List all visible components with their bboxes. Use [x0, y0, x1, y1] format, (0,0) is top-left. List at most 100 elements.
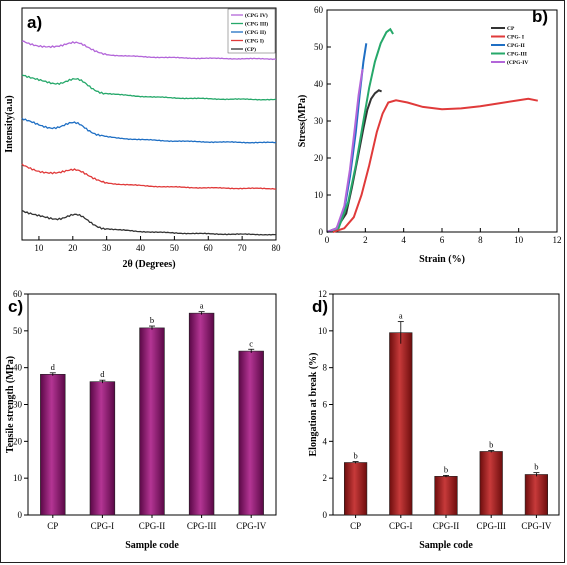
bar: [389, 332, 413, 516]
y-tick-label: 4: [323, 436, 328, 446]
bar: [188, 312, 215, 516]
significance-letter: d: [51, 362, 56, 372]
significance-letter: a: [200, 301, 204, 311]
y-axis-title: Intensity(a.u): [4, 95, 15, 153]
y-tick-label: 60: [13, 289, 23, 299]
y-tick-label: 20: [314, 153, 324, 163]
legend-entry: (CPG III): [245, 21, 268, 28]
panel-c: d CP d CPG-I b CPG-II a CPG-III c CPG-IV 0 10 20 30 40…: [5, 289, 277, 551]
panel-label: d): [312, 297, 328, 316]
significance-letter: a: [399, 311, 403, 321]
legend-entry: CPG- I: [507, 35, 524, 41]
y-tick-label: 60: [314, 5, 324, 15]
x-tick-label: 30: [102, 243, 112, 253]
category-label: CPG-III: [476, 521, 506, 531]
x-tick-label: 0: [325, 235, 330, 245]
category-label: CPG-II: [139, 521, 166, 531]
legend-entry: CP: [507, 26, 515, 32]
bar: [89, 381, 116, 516]
x-tick-label: 2: [363, 235, 368, 245]
y-tick-label: 12: [318, 289, 327, 299]
legend-entry: (CPG II): [245, 29, 266, 36]
significance-letter: b: [534, 462, 538, 472]
panel-label: a): [27, 13, 42, 32]
category-label: CPG-I: [389, 521, 413, 531]
panel-b: 0 2 4 6 8 10 12 0 10 20 30 40 50 60 Strain (%) Stress(M…: [297, 5, 562, 265]
y-tick-label: 10: [13, 473, 23, 483]
category-label: CPG-IV: [521, 521, 552, 531]
xrd-series-line: [21, 209, 276, 236]
bar: [434, 476, 458, 516]
significance-letter: c: [249, 338, 253, 348]
y-tick-label: 2: [323, 473, 328, 483]
bar: [524, 474, 548, 516]
y-tick-label: 40: [314, 79, 324, 89]
legend-entry: CPG-II: [507, 43, 525, 49]
category-label: CP: [350, 521, 361, 531]
y-axis-title: Elongation at break (%): [308, 353, 319, 457]
y-tick-label: 50: [13, 326, 23, 336]
significance-letter: b: [489, 440, 493, 450]
legend-entry: (CPG-IV: [507, 59, 528, 66]
y-tick-label: 0: [319, 227, 324, 237]
x-tick-label: 10: [514, 235, 524, 245]
legend-entry: (CP): [245, 46, 256, 53]
y-tick-label: 30: [314, 116, 324, 126]
y-tick-label: 40: [13, 363, 23, 373]
x-tick-label: 20: [68, 243, 78, 253]
y-tick-label: 20: [13, 436, 23, 446]
y-tick-label: 0: [18, 510, 23, 520]
x-tick-label: 70: [238, 243, 248, 253]
x-tick-label: 40: [136, 243, 146, 253]
x-axis-title: Strain (%): [419, 254, 465, 265]
x-tick-label: 8: [478, 235, 483, 245]
y-tick-label: 0: [323, 510, 328, 520]
significance-letter: b: [444, 464, 448, 474]
x-tick-label: 12: [553, 235, 562, 245]
x-axis-title: 2θ (Degrees): [122, 259, 175, 270]
category-label: CPG-III: [187, 521, 217, 531]
y-tick-label: 30: [13, 400, 23, 410]
y-tick-label: 50: [314, 42, 324, 52]
xrd-series-line: [21, 163, 277, 190]
legend-box: [227, 8, 276, 54]
xrd-series-line: [21, 40, 277, 61]
stress-strain-line: [326, 69, 364, 233]
x-tick-label: 4: [401, 235, 406, 245]
xrd-series-line: [21, 74, 277, 101]
x-tick-label: 60: [204, 243, 214, 253]
category-label: CP: [47, 521, 58, 531]
stress-strain-line: [326, 89, 382, 233]
significance-letter: d: [100, 369, 105, 379]
bar: [238, 350, 264, 516]
y-tick-label: 8: [323, 363, 328, 373]
panel-label: c): [8, 297, 23, 316]
stress-strain-line: [332, 97, 538, 233]
y-tick-label: 6: [323, 400, 328, 410]
bar: [479, 451, 503, 516]
x-axis-title: Sample code: [419, 540, 473, 551]
category-label: CPG-II: [433, 521, 460, 531]
y-tick-label: 10: [318, 326, 328, 336]
y-tick-label: 10: [314, 190, 324, 200]
xrd-plot-area: [21, 7, 277, 241]
legend-entry: (CPG I): [245, 38, 264, 45]
panel-d: b CP a CPG-I b CPG-II b CPG-III b CPG-IV 0 2 4 6 8 10 12…: [308, 289, 560, 551]
significance-letter: b: [150, 315, 154, 325]
category-label: CPG-I: [91, 521, 115, 531]
x-tick-label: 80: [272, 243, 282, 253]
y-axis-title: Tensile strength (MPa): [5, 356, 16, 453]
panel-a: 10 20 30 40 50 60 70 80 2θ (Degrees) Intensity(a.…: [4, 7, 282, 270]
bar: [40, 373, 66, 516]
panel-label: b): [532, 7, 548, 26]
x-tick-label: 50: [170, 243, 180, 253]
x-tick-label: 10: [34, 243, 44, 253]
stress-strain-line: [326, 27, 394, 233]
significance-letter: b: [353, 451, 357, 461]
x-axis-title: Sample code: [125, 540, 179, 551]
legend-entry: (CPG IV): [245, 12, 268, 19]
legend-entry: CPG-III: [507, 52, 527, 58]
category-label: CPG-IV: [236, 521, 267, 531]
